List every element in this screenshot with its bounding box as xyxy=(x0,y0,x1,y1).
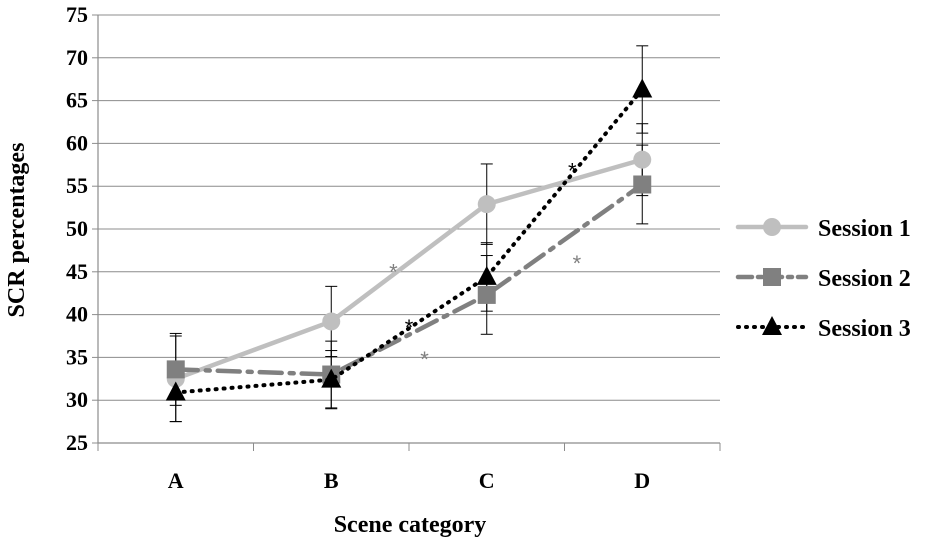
series-layer xyxy=(165,45,653,423)
series-3 xyxy=(165,78,653,401)
y-tick-label: 35 xyxy=(66,344,88,369)
significance-marker: * xyxy=(568,159,577,184)
legend-entry-2: Session 2 xyxy=(735,266,911,292)
data-point-2-a xyxy=(166,360,185,379)
x-tick-label-d: D xyxy=(634,468,650,493)
y-tick-label: 25 xyxy=(66,430,88,455)
y-tick-label: 40 xyxy=(66,302,88,327)
x-tick-label-b: B xyxy=(324,468,339,493)
y-tick-label: 65 xyxy=(66,88,88,113)
data-point-1-b xyxy=(322,312,341,331)
data-point-2-d xyxy=(633,175,652,194)
legend: Session 1 Session 2 Session 3 xyxy=(735,216,911,342)
data-point-2-c xyxy=(477,285,496,304)
data-point-3-d xyxy=(632,78,653,98)
significance-marker: * xyxy=(573,251,582,276)
y-tick-label: 70 xyxy=(66,45,88,70)
axes xyxy=(92,14,721,451)
data-point-3-b xyxy=(321,368,342,388)
series-line-2 xyxy=(173,182,645,377)
legend-label: Session 1 xyxy=(818,216,911,242)
legend-marker xyxy=(762,316,782,335)
legend-label: Session 2 xyxy=(818,266,911,292)
series-2 xyxy=(166,175,652,384)
data-point-1-d xyxy=(633,150,652,169)
tick-labels: 25 30 35 40 45 50 55 60 65 70 75 A B C D xyxy=(66,2,650,493)
y-axis-title: SCR percentages xyxy=(4,143,30,318)
y-tick-label: 55 xyxy=(66,173,88,198)
y-tick-label: 50 xyxy=(66,216,88,241)
data-point-3-a xyxy=(165,381,186,401)
y-tick-label: 30 xyxy=(66,387,88,412)
x-tick-label-a: A xyxy=(168,468,184,493)
data-point-1-c xyxy=(477,195,496,214)
y-tick-label: 60 xyxy=(66,130,88,155)
significance-marker: * xyxy=(405,315,414,340)
series-line-3 xyxy=(173,87,645,395)
y-tick-label: 75 xyxy=(66,2,88,27)
gridlines xyxy=(98,14,720,444)
legend-marker xyxy=(763,268,781,286)
legend-entry-3: Session 3 xyxy=(736,316,911,342)
legend-entry-1: Session 1 xyxy=(735,216,911,242)
data-point-3-c xyxy=(476,265,497,285)
x-tick-label-c: C xyxy=(479,468,495,493)
significance-marker: * xyxy=(389,260,398,285)
y-tick-label: 45 xyxy=(66,259,88,284)
legend-marker xyxy=(763,218,781,236)
annotations: ***** xyxy=(389,159,581,372)
error-bars-2 xyxy=(169,144,649,409)
x-axis-title: Scene category xyxy=(334,512,487,538)
significance-marker: * xyxy=(420,347,429,372)
legend-label: Session 3 xyxy=(818,316,911,342)
